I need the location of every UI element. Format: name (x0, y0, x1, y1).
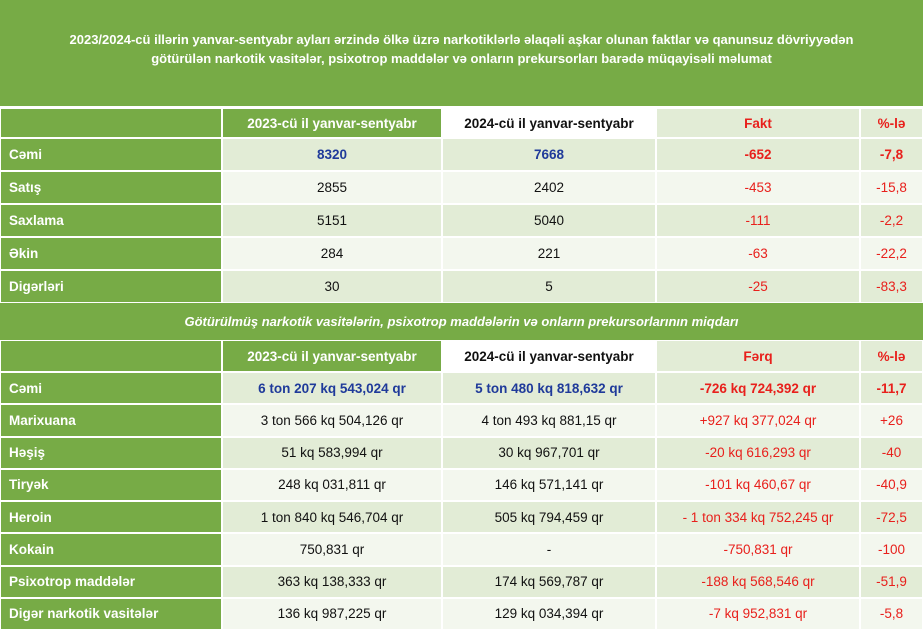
data-cell: 750,831 qr (222, 533, 442, 566)
section-title: Götürülmüş narkotik vasitələrin, psixotr… (0, 303, 923, 340)
data-cell: 5040 (442, 204, 656, 237)
row-label: Heroin (0, 501, 222, 534)
data-cell: 284 (222, 237, 442, 270)
data-cell: 8320 (222, 138, 442, 171)
data-cell: 30 (222, 270, 442, 303)
data-cell: -22,2 (860, 237, 923, 270)
data-cell: - (442, 533, 656, 566)
data-cell: 2855 (222, 171, 442, 204)
data-cell: 1 ton 840 kq 546,704 qr (222, 501, 442, 534)
data-cell: 51 kq 583,994 qr (222, 436, 442, 469)
data-cell: -652 (656, 138, 860, 171)
row-label: Digərləri (0, 270, 222, 303)
column-header: Fərq (656, 340, 860, 372)
data-cell: -2,2 (860, 204, 923, 237)
data-cell: -40,9 (860, 468, 923, 501)
row-label: Əkin (0, 237, 222, 270)
data-cell: -726 kq 724,392 qr (656, 372, 860, 405)
data-cell: -5,8 (860, 597, 923, 630)
column-header: 2024-cü il yanvar-sentyabr (442, 108, 656, 138)
data-cell: -63 (656, 237, 860, 270)
data-cell: -188 kq 568,546 qr (656, 565, 860, 598)
title: 2023/2024-cü illərin yanvar-sentyabr ayl… (0, 0, 923, 106)
data-cell: 146 kq 571,141 qr (442, 468, 656, 501)
row-label: Kokain (0, 533, 222, 566)
data-cell: 248 kq 031,811 qr (222, 468, 442, 501)
column-header: %-lə (860, 340, 923, 372)
data-cell: -7 kq 952,831 qr (656, 597, 860, 630)
data-cell: -7,8 (860, 138, 923, 171)
row-label: Cəmi (0, 138, 222, 171)
data-cell: 221 (442, 237, 656, 270)
column-header: Fakt (656, 108, 860, 138)
data-cell: - 1 ton 334 kq 752,245 qr (656, 501, 860, 534)
column-header: 2024-cü il yanvar-sentyabr (442, 340, 656, 372)
data-cell: -111 (656, 204, 860, 237)
data-cell: -15,8 (860, 171, 923, 204)
data-cell: -100 (860, 533, 923, 566)
column-header: %-lə (860, 108, 923, 138)
data-cell: 5151 (222, 204, 442, 237)
row-label: Digər narkotik vasitələr (0, 597, 222, 630)
data-cell: -25 (656, 270, 860, 303)
data-cell: +927 kq 377,024 qr (656, 404, 860, 437)
data-cell: 6 ton 207 kq 543,024 qr (222, 372, 442, 405)
header-cell (0, 340, 222, 372)
data-cell: -40 (860, 436, 923, 469)
header-cell (0, 108, 222, 138)
row-label: Tiryək (0, 468, 222, 501)
data-cell: 2402 (442, 171, 656, 204)
row-label: Həşiş (0, 436, 222, 469)
data-cell: -20 kq 616,293 qr (656, 436, 860, 469)
column-header: 2023-cü il yanvar-sentyabr (222, 108, 442, 138)
data-cell: 5 ton 480 kq 818,632 qr (442, 372, 656, 405)
data-cell: -51,9 (860, 565, 923, 598)
data-cell: -750,831 qr (656, 533, 860, 566)
data-cell: 30 kq 967,701 qr (442, 436, 656, 469)
data-cell: 5 (442, 270, 656, 303)
data-cell: -83,3 (860, 270, 923, 303)
data-cell: -11,7 (860, 372, 923, 405)
data-cell: 129 kq 034,394 qr (442, 597, 656, 630)
row-label: Cəmi (0, 372, 222, 405)
data-cell: 3 ton 566 kq 504,126 qr (222, 404, 442, 437)
data-cell: 505 kq 794,459 qr (442, 501, 656, 534)
data-cell: 174 kq 569,787 qr (442, 565, 656, 598)
row-label: Marixuana (0, 404, 222, 437)
data-cell: -101 kq 460,67 qr (656, 468, 860, 501)
row-label: Saxlama (0, 204, 222, 237)
data-cell: 7668 (442, 138, 656, 171)
column-header: 2023-cü il yanvar-sentyabr (222, 340, 442, 372)
data-cell: 136 kq 987,225 qr (222, 597, 442, 630)
data-cell: -72,5 (860, 501, 923, 534)
row-label: Satış (0, 171, 222, 204)
data-cell: +26 (860, 404, 923, 437)
row-label: Psixotrop maddələr (0, 565, 222, 598)
data-cell: -453 (656, 171, 860, 204)
data-cell: 4 ton 493 kq 881,15 qr (442, 404, 656, 437)
data-cell: 363 kq 138,333 qr (222, 565, 442, 598)
